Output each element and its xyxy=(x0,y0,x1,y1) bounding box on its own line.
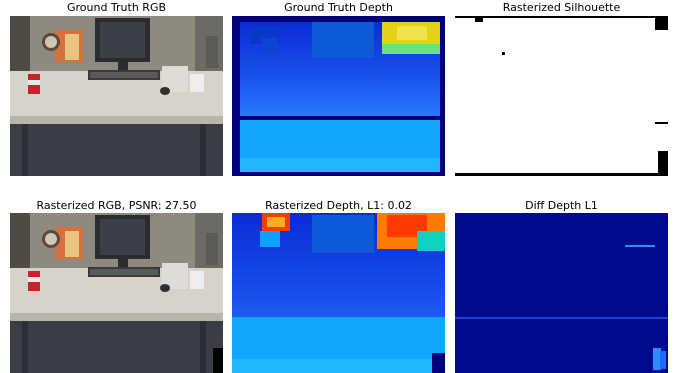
panel-title-raster-depth: Rasterized Depth, L1: 0.02 xyxy=(265,199,412,212)
panel-title-silhouette: Rasterized Silhouette xyxy=(502,1,621,14)
raster-rgb-scene xyxy=(10,213,223,373)
raster-depth-map xyxy=(232,213,445,373)
panel-title-diff-depth: Diff Depth L1 xyxy=(525,199,598,212)
gt-depth-image xyxy=(232,16,445,176)
diff-depth-map xyxy=(455,213,668,373)
diff-depth-image xyxy=(455,213,668,373)
gt-depth-map xyxy=(232,16,445,176)
gt-rgb-image xyxy=(10,16,223,176)
panel-title-gt-rgb: Ground Truth RGB xyxy=(66,1,167,14)
silhouette-image xyxy=(455,16,668,176)
panel-title-gt-depth: Ground Truth Depth xyxy=(284,1,393,14)
panel-title-raster-rgb: Rasterized RGB, PSNR: 27.50 xyxy=(36,199,197,212)
raster-rgb-image xyxy=(10,213,223,373)
raster-depth-image xyxy=(232,213,445,373)
gt-rgb-scene xyxy=(10,16,223,176)
silhouette-mask xyxy=(455,16,668,176)
